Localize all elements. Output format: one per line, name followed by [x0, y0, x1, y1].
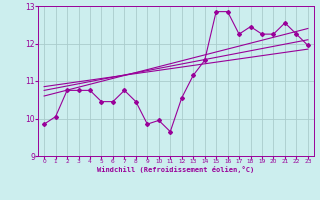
X-axis label: Windchill (Refroidissement éolien,°C): Windchill (Refroidissement éolien,°C): [97, 166, 255, 173]
